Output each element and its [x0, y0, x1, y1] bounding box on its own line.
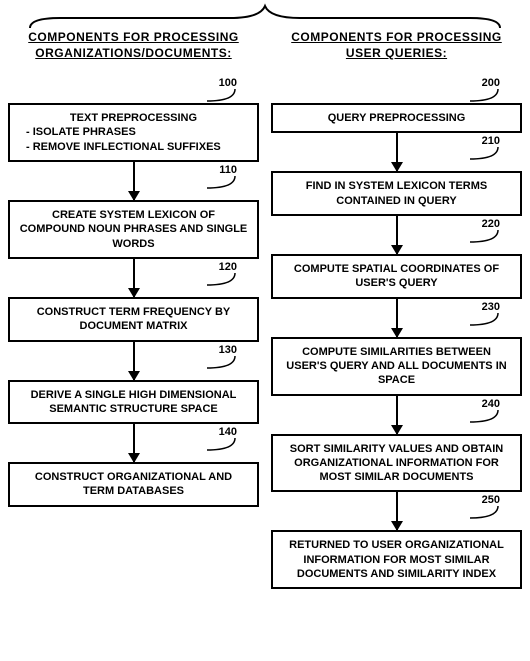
right-column-title: Components for ProcessingUser Queries:	[291, 30, 502, 61]
ref-hook-icon	[470, 506, 500, 520]
arrow-wrap: 130	[8, 342, 259, 380]
flowchart-container: Components for ProcessingOrganizations/D…	[0, 0, 530, 597]
ref-hook-icon	[470, 147, 500, 161]
ref-hook-wrap: 100	[8, 75, 259, 103]
right-column: Components for ProcessingUser Queries: 2…	[271, 30, 522, 589]
box-text: Returned to User Organizational Informat…	[289, 539, 504, 580]
ref-label: 140	[219, 426, 237, 438]
box-text: Construct Term Frequency by Document Mat…	[37, 306, 231, 332]
ref-hook-icon	[207, 273, 237, 287]
ref-hook-icon	[207, 176, 237, 190]
left-column-title: Components for ProcessingOrganizations/D…	[28, 30, 239, 61]
right-title: Components for ProcessingUser Queries:	[291, 30, 502, 60]
box-text-preprocessing: Text Preprocessing - Isolate Phrases - R…	[8, 103, 259, 162]
ref-hook-icon	[470, 230, 500, 244]
box-find-lexicon-terms: Find in System Lexicon Terms Contained i…	[271, 171, 522, 216]
box-sub-2: - Remove Inflectional Suffixes	[18, 140, 249, 154]
box-text: Construct Organizational and Term Databa…	[35, 471, 232, 497]
arrow-wrap: 220	[271, 216, 522, 254]
arrow-down-icon	[396, 216, 398, 254]
box-term-frequency: Construct Term Frequency by Document Mat…	[8, 297, 259, 342]
arrow-down-icon	[133, 259, 135, 297]
box-text: Derive a Single High Dimensional Semanti…	[31, 389, 237, 415]
ref-hook-icon	[470, 89, 500, 103]
ref-hook-icon	[470, 410, 500, 424]
arrow-down-icon	[133, 342, 135, 380]
arrow-down-icon	[396, 133, 398, 171]
ref-hook-wrap: 200	[271, 75, 522, 103]
arrow-wrap: 110	[8, 162, 259, 200]
left-title-line1: Components for ProcessingOrganizations/D…	[28, 30, 239, 60]
ref-label: 130	[219, 344, 237, 356]
arrow-wrap: 240	[271, 396, 522, 434]
arrow-wrap: 120	[8, 259, 259, 297]
ref-hook-icon	[207, 356, 237, 370]
arrow-down-icon	[396, 299, 398, 337]
ref-hook-icon	[207, 89, 237, 103]
box-text: Find in System Lexicon Terms Contained i…	[306, 180, 488, 206]
left-column: Components for ProcessingOrganizations/D…	[8, 30, 259, 589]
box-return-to-user: Returned to User Organizational Informat…	[271, 530, 522, 589]
box-semantic-space: Derive a Single High Dimensional Semanti…	[8, 380, 259, 425]
box-compute-similarities: Compute Similarities Between User's Quer…	[271, 337, 522, 396]
box-title: Text Preprocessing	[18, 111, 249, 125]
arrow-wrap: 210	[271, 133, 522, 171]
arrow-down-icon	[396, 396, 398, 434]
arrow-down-icon	[133, 424, 135, 462]
arrow-wrap: 250	[271, 492, 522, 530]
ref-label: 220	[482, 218, 500, 230]
box-text: Sort Similarity Values and Obtain Organi…	[290, 443, 504, 484]
box-create-lexicon: Create System Lexicon of Compound Noun P…	[8, 200, 259, 259]
box-text: Create System Lexicon of Compound Noun P…	[20, 209, 248, 250]
arrow-wrap: 140	[8, 424, 259, 462]
box-construct-databases: Construct Organizational and Term Databa…	[8, 462, 259, 507]
ref-label: 110	[219, 164, 237, 176]
box-query-preprocessing: Query Preprocessing	[271, 103, 522, 133]
box-text: Compute Similarities Between User's Quer…	[286, 346, 506, 387]
ref-label: 210	[482, 135, 500, 147]
box-text: Query Preprocessing	[328, 112, 466, 124]
arrow-down-icon	[396, 492, 398, 530]
box-sort-similarity: Sort Similarity Values and Obtain Organi…	[271, 434, 522, 493]
ref-label: 100	[219, 77, 237, 89]
ref-hook-icon	[470, 313, 500, 327]
arrow-wrap: 230	[271, 299, 522, 337]
box-text: Compute Spatial Coordinates of User's Qu…	[294, 263, 499, 289]
box-sub-1: - Isolate Phrases	[18, 125, 249, 139]
ref-label: 240	[482, 398, 500, 410]
ref-label: 250	[482, 494, 500, 506]
arrow-down-icon	[133, 162, 135, 200]
ref-label: 120	[219, 261, 237, 273]
ref-label: 230	[482, 301, 500, 313]
box-compute-coordinates: Compute Spatial Coordinates of User's Qu…	[271, 254, 522, 299]
ref-hook-icon	[207, 438, 237, 452]
top-brace	[0, 0, 530, 30]
ref-label: 200	[482, 77, 500, 89]
